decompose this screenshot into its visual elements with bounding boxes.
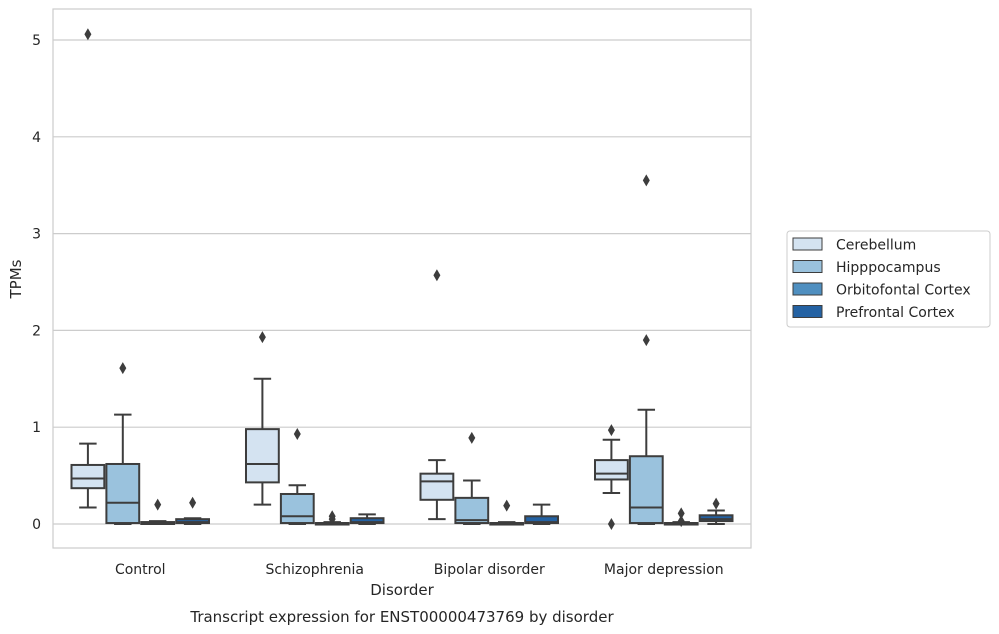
series-group	[140, 498, 699, 528]
box-iqr	[628, 455, 664, 525]
box-element	[279, 427, 315, 525]
outlier-point	[119, 362, 127, 375]
box-iqr	[279, 492, 315, 525]
series-group	[70, 28, 629, 530]
x-tick-label: Major depression	[604, 562, 724, 578]
legend-label: Orbitofontal Cortex	[836, 283, 971, 299]
y-tick-label: 5	[32, 33, 41, 49]
box-element	[698, 497, 734, 525]
x-tick-label: Bipolar disorder	[434, 562, 545, 578]
box-element	[663, 507, 699, 528]
y-tick-label: 3	[32, 227, 41, 243]
x-axis-title: Disorder	[370, 581, 434, 599]
x-tick-label: Control	[115, 562, 166, 578]
box-iqr	[244, 428, 280, 484]
box-series-layer	[70, 28, 734, 530]
y-axis-ticks: 0 1 2 3 4 5	[32, 33, 41, 533]
box-element	[349, 513, 385, 525]
box-element	[314, 510, 350, 526]
chart-title: Transcript expression for ENST0000047376…	[189, 608, 614, 626]
outlier-point	[258, 331, 266, 344]
y-axis-title: TPMs	[7, 259, 25, 299]
legend-label: Cerebellum	[836, 238, 916, 254]
box-iqr	[593, 459, 629, 481]
box-element	[628, 174, 664, 525]
outlier-point	[712, 497, 720, 510]
box-iqr	[454, 496, 490, 525]
box-element	[175, 496, 211, 525]
box-element	[105, 362, 141, 525]
box-element	[593, 424, 629, 530]
outlier-point	[607, 518, 615, 530]
x-tick-label: Schizophrenia	[266, 562, 364, 578]
box-element	[140, 498, 176, 526]
outlier-point	[503, 499, 511, 512]
legend-label: Prefrontal Cortex	[836, 305, 955, 321]
legend-swatch	[792, 282, 823, 296]
outlier-point	[189, 496, 197, 509]
legend-swatch	[792, 237, 823, 251]
outlier-point	[433, 269, 441, 282]
series-group	[105, 174, 664, 525]
box-element	[419, 269, 455, 521]
y-tick-label: 4	[32, 130, 41, 146]
legend-frame	[786, 230, 991, 328]
outlier-point	[607, 424, 615, 437]
outlier-point	[677, 515, 685, 528]
series-group	[175, 496, 734, 525]
box-iqr	[70, 463, 106, 490]
y-tick-label: 1	[32, 420, 41, 436]
box-element	[454, 431, 490, 525]
outlier-point	[293, 427, 301, 440]
outlier-point	[328, 513, 336, 526]
outlier-point	[642, 334, 650, 347]
outlier-point	[468, 431, 476, 444]
legend-swatch	[792, 305, 823, 318]
legend-swatch	[792, 260, 823, 273]
box-iqr	[105, 462, 141, 525]
y-tick-label: 0	[32, 517, 41, 533]
x-axis-ticks: Control Schizophrenia Bipolar disorder Majo…	[115, 562, 724, 578]
outlier-point	[642, 174, 650, 187]
plot-area-frame	[52, 8, 752, 549]
outlier-point	[84, 28, 92, 41]
box-element	[70, 28, 106, 509]
outlier-point	[154, 498, 162, 511]
box-iqr	[419, 472, 455, 501]
y-tick-label: 2	[32, 323, 41, 339]
box-element	[489, 499, 525, 526]
box-element	[244, 331, 280, 506]
legend-label: Hipppocampus	[836, 260, 941, 276]
legend: Cerebellum Hipppocampus Orbitofontal Corte…	[786, 230, 991, 328]
outlier-point	[677, 507, 685, 520]
box-element	[524, 503, 560, 525]
